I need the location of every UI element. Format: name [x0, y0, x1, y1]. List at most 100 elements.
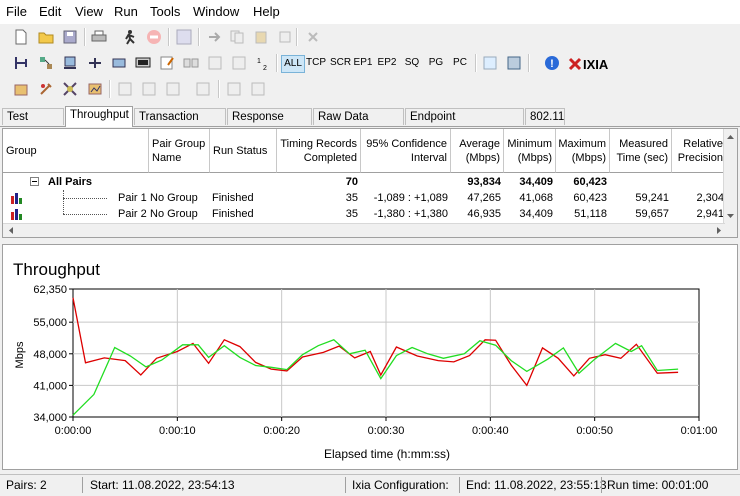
graph-settings-icon[interactable]	[61, 80, 79, 98]
relative-precision: 2,941	[696, 208, 724, 220]
open-folder-icon[interactable]	[37, 28, 55, 46]
series-line-2	[72, 339, 679, 416]
filter-ep1-button[interactable]: EP1	[353, 57, 373, 68]
zoom-out-icon[interactable]	[140, 80, 158, 98]
connect-icon[interactable]	[86, 54, 104, 72]
status-ixia-configuration: Ixia Configuration:	[352, 478, 449, 492]
menu-bar: File Edit View Run Tools Window Help	[0, 0, 740, 24]
y-tick-label: 34,000	[33, 412, 67, 424]
x-tick-label: 0:01:00	[681, 425, 718, 437]
run-icon[interactable]	[120, 28, 138, 46]
pair-name: Pair 1	[118, 192, 147, 204]
relative-precision: 2,304	[696, 192, 724, 204]
report-icon[interactable]	[505, 54, 523, 72]
results-grid: Group Pair Group Name Run Status Timing …	[2, 128, 738, 238]
all-pairs-row[interactable]: All Pairs 70 93,834 34,409 60,423	[3, 174, 727, 190]
results-icon[interactable]	[12, 80, 30, 98]
filter-tcp-button[interactable]: TCP	[306, 57, 326, 68]
script-icon[interactable]	[175, 28, 193, 46]
options-icon[interactable]	[206, 54, 224, 72]
scroll-right-icon[interactable]	[712, 224, 725, 237]
tab-throughput[interactable]: Throughput	[65, 106, 133, 127]
column-header-measured-time[interactable]: Measured Time (sec)	[610, 129, 672, 173]
x-axis-label: Elapsed time (h:mm:ss)	[324, 447, 450, 461]
zoom-fit-icon[interactable]	[164, 80, 182, 98]
filter-pg-button[interactable]: PG	[428, 57, 444, 68]
tab-802-11[interactable]: 802.11	[525, 108, 565, 125]
edit-icon[interactable]	[276, 28, 294, 46]
menu-edit[interactable]: Edit	[39, 4, 62, 19]
copy-icon[interactable]	[228, 28, 246, 46]
filter-scr-button[interactable]: SCR	[330, 57, 352, 68]
tab-endpoint-configuration[interactable]: Endpoint Configuration	[405, 108, 524, 140]
paste-icon[interactable]	[252, 28, 270, 46]
tab-raw-data-totals[interactable]: Raw Data Totals	[313, 108, 404, 140]
delete-icon[interactable]	[304, 28, 322, 46]
scroll-down-icon[interactable]	[724, 209, 737, 222]
tab-transaction-rate[interactable]: Transaction Rate	[134, 108, 226, 140]
grid-horizontal-scrollbar[interactable]	[3, 223, 725, 237]
endpoint-icon[interactable]	[61, 54, 79, 72]
minimum-mbps: 41,068	[519, 192, 553, 204]
throughput-chart: Throughput 62,350 55,000 48,000 41,000 34,00…	[13, 260, 718, 461]
pair-group-name: No Group	[150, 192, 198, 204]
collapse-toggle-icon[interactable]	[30, 177, 39, 186]
menu-view[interactable]: View	[75, 4, 103, 19]
ixia-x-icon	[568, 57, 582, 71]
menu-help[interactable]: Help	[253, 4, 280, 19]
column-header-confidence-interval[interactable]: 95% Confidence Interval	[361, 129, 451, 173]
collapse-icon[interactable]	[249, 80, 267, 98]
info-icon[interactable]: !	[543, 54, 561, 72]
column-header-run-status[interactable]: Run Status	[210, 129, 277, 173]
tab-response-time[interactable]: Response Time	[227, 108, 312, 140]
pair-icon[interactable]	[205, 28, 223, 46]
menu-run[interactable]: Run	[114, 4, 138, 19]
scroll-up-icon[interactable]	[724, 131, 737, 144]
column-header-average[interactable]: Average (Mbps)	[451, 129, 504, 173]
column-header-maximum[interactable]: Maximum (Mbps)	[556, 129, 610, 173]
list-icon[interactable]	[230, 54, 248, 72]
modify-icon[interactable]	[110, 54, 128, 72]
tools-icon[interactable]	[37, 80, 55, 98]
y-tick-label: 41,000	[33, 380, 67, 392]
tab-test-setup[interactable]: Test Setup	[2, 108, 64, 140]
table-row[interactable]: Pair 1 No Group Finished 35 -1,089 : +1,…	[3, 190, 727, 206]
filter-pc-button[interactable]: PC	[453, 57, 467, 68]
stop-icon[interactable]	[145, 28, 163, 46]
grid-vertical-scrollbar[interactable]	[723, 129, 737, 237]
menu-window[interactable]: Window	[193, 4, 240, 19]
column-header-relative-precision[interactable]: Relative Precision	[672, 129, 727, 173]
filter-sq-button[interactable]: SQ	[404, 57, 420, 68]
column-header-timing-records[interactable]: Timing Records Completed	[277, 129, 361, 173]
export-icon[interactable]	[481, 54, 499, 72]
table-row[interactable]: Pair 2 No Group Finished 35 -1,380 : +1,…	[3, 198, 727, 222]
result-tabs: Test Setup Throughput Transaction Rate R…	[0, 106, 740, 140]
save-icon[interactable]	[61, 28, 79, 46]
lan-icon[interactable]	[182, 54, 200, 72]
expand-icon[interactable]	[225, 80, 243, 98]
notes-icon[interactable]	[158, 54, 176, 72]
minimum-mbps: 34,409	[519, 208, 553, 220]
scroll-left-icon[interactable]	[5, 224, 18, 237]
print-icon[interactable]	[90, 28, 108, 46]
y-tick-label: 48,000	[33, 349, 67, 361]
menu-file[interactable]: File	[6, 4, 27, 19]
menu-tools[interactable]: Tools	[150, 4, 181, 19]
zoom-in-icon[interactable]	[116, 80, 134, 98]
new-file-icon[interactable]	[12, 28, 30, 46]
pair-setup-icon[interactable]	[12, 54, 30, 72]
monitor-icon[interactable]	[134, 54, 152, 72]
measured-time: 59,657	[635, 208, 669, 220]
toggle-icon[interactable]	[194, 80, 212, 98]
pair-name: Pair 2	[118, 208, 147, 220]
column-header-pair-group-name[interactable]: Pair Group Name	[149, 129, 210, 173]
filter-ep2-button[interactable]: EP2	[377, 57, 397, 68]
compare-icon[interactable]	[86, 80, 104, 98]
multicast-icon[interactable]	[37, 54, 55, 72]
average-mbps: 46,935	[467, 208, 501, 220]
x-tick-label: 0:00:10	[159, 425, 196, 437]
column-header-minimum[interactable]: Minimum (Mbps)	[504, 129, 556, 173]
filter-all-button[interactable]: ALL	[281, 55, 305, 73]
column-header-group[interactable]: Group	[3, 129, 149, 173]
